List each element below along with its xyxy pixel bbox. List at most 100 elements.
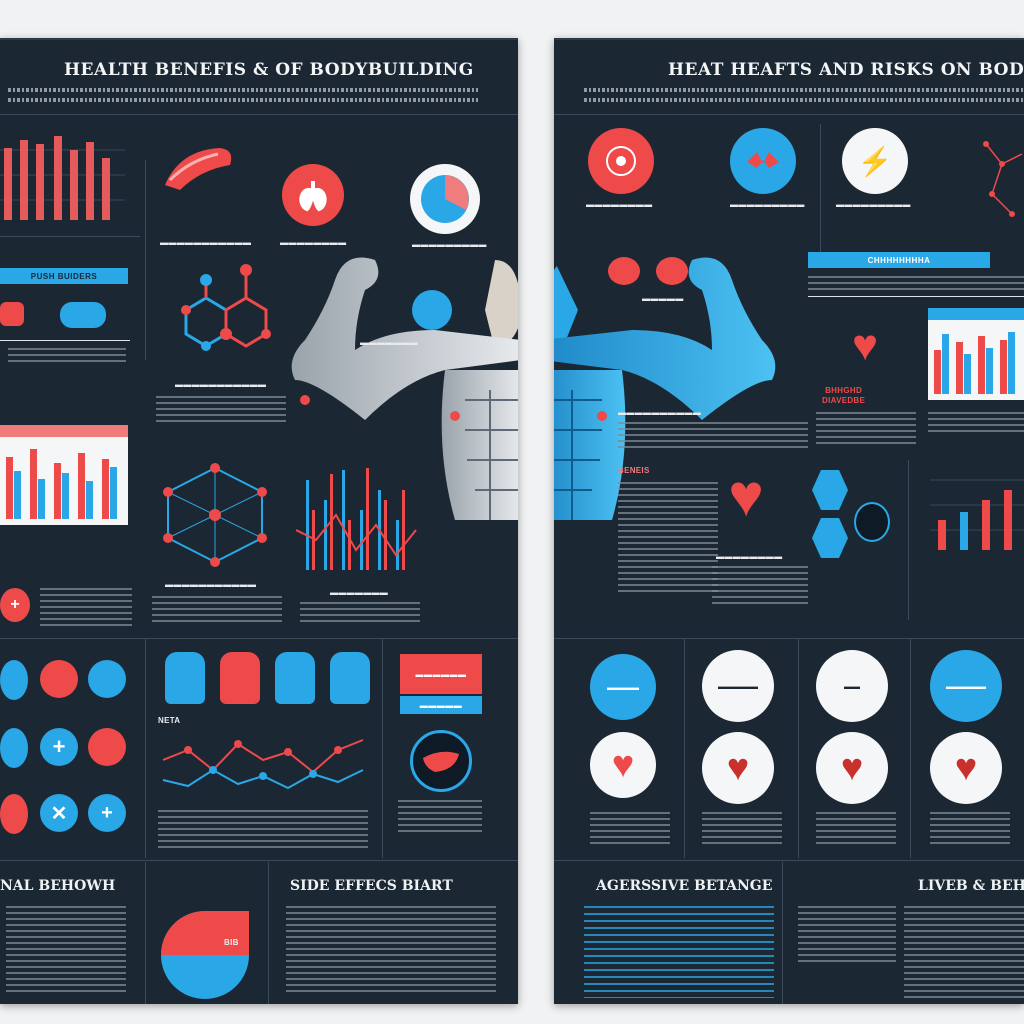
risk-desc-3 <box>816 812 896 848</box>
bottom-left-heading: NAL BEHOWH <box>0 878 116 894</box>
divider <box>0 860 518 861</box>
chart-description <box>300 602 420 622</box>
heart-pulse-label: ▬▬▬▬▬▬▬▬ <box>716 552 783 561</box>
side-effects-pie <box>161 911 249 999</box>
bottom-left-heading: AGERSSIVE BETANGE <box>596 878 773 894</box>
bodybuilder-figure-right <box>554 242 776 620</box>
nerve-label: ▬▬▬▬▬▬▬▬▬ <box>730 200 805 209</box>
right-panel-title: HEAT HEAFTS AND RISKS ON BODYBUIL <box>668 60 1024 80</box>
heart-pulse-description <box>712 566 808 606</box>
divider <box>0 638 518 639</box>
bolt-label: ▬▬▬▬▬▬▬▬▬ <box>836 200 911 209</box>
pie-value-label: BIB <box>224 938 239 947</box>
trend-description <box>158 810 368 850</box>
cross-icon: + <box>40 728 78 766</box>
kidney-icon <box>0 302 24 326</box>
hex-icon <box>812 518 848 558</box>
divider <box>910 638 911 858</box>
heart-icon: ♥ <box>851 321 879 370</box>
risk-desc-2 <box>702 812 782 848</box>
lungs-label: ▬▬▬▬▬▬▬▬ <box>280 238 347 247</box>
divider <box>782 862 783 1004</box>
divider <box>798 638 799 858</box>
divider <box>820 124 821 264</box>
divider <box>145 160 146 360</box>
aggressive-text <box>584 906 774 998</box>
heart-pulse-icon: ♥ <box>728 461 764 529</box>
subtitle-text <box>584 88 1024 92</box>
network-label: ▬▬▬▬▬▬▬▬▬▬▬ <box>165 580 257 589</box>
liver-icon <box>410 730 472 792</box>
heart-icon: ♥ <box>590 732 656 798</box>
risk-chart-description <box>928 412 1024 436</box>
bolt-icon: ⚡ <box>842 128 908 194</box>
divider <box>145 638 146 858</box>
benefits-panel: HEALTH BENEFIS & OF BODYBUILDING ▬▬▬▬▬▬▬… <box>0 38 518 1004</box>
chart-label: ▬▬▬▬▬▬▬ <box>330 588 389 597</box>
lungs-icon <box>282 164 344 226</box>
brain-label: ▬▬▬▬▬▬▬▬ <box>586 200 653 209</box>
mini-label: NETA <box>158 716 181 725</box>
trend-chart <box>162 739 364 790</box>
bottom-left-text <box>6 906 126 996</box>
divider <box>0 236 140 237</box>
divider <box>0 340 130 341</box>
divider <box>268 862 269 1004</box>
person-icon <box>165 652 205 704</box>
molecule-icon <box>181 264 271 351</box>
hex-icon <box>812 470 848 510</box>
info-strip: ▬▬▬▬▬ <box>400 696 482 714</box>
x-icon: ✕ <box>40 794 78 832</box>
tab-description <box>8 348 126 362</box>
side-effects-text <box>286 906 496 996</box>
brain-icon <box>588 128 654 194</box>
bone-icon <box>88 660 126 698</box>
network-description <box>152 596 282 626</box>
left-panel-title: HEALTH BENEFIS & OF BODYBUILDING <box>64 60 474 80</box>
divider <box>554 114 1024 115</box>
bottom-right-heading: LIVEB & BEHIHOUG <box>918 878 1024 894</box>
kidney-icon <box>608 257 688 285</box>
warning-strip: ▬▬▬▬▬▬ <box>400 654 482 694</box>
target-icon <box>854 502 890 542</box>
liver-description <box>398 800 482 836</box>
cross-icon: + <box>0 588 30 622</box>
risk-badge-1: ▬▬▬▬ <box>590 654 656 720</box>
figure-label: ▬▬▬▬▬▬▬ <box>360 338 419 347</box>
side-label: BENEIS <box>618 466 650 475</box>
nerve-network-icon <box>983 141 1023 217</box>
subtitle-text <box>8 88 478 92</box>
organ-icon <box>60 302 106 328</box>
middle-description <box>618 422 808 450</box>
pie-label: ▬▬▬▬▬▬▬▬▬ <box>412 240 487 249</box>
risk-desc-4 <box>930 812 1010 848</box>
person-icon <box>220 652 260 704</box>
organ-icon <box>88 728 126 766</box>
line-chart <box>296 468 417 570</box>
pie-icon <box>410 164 480 234</box>
tab-description <box>808 276 1024 290</box>
risk-desc-1 <box>590 812 670 848</box>
wrist-icon <box>0 728 28 768</box>
person-icon <box>275 652 315 704</box>
cross-description <box>40 588 132 628</box>
cross-icon: + <box>88 794 126 832</box>
subtitle-text-2 <box>584 98 1024 102</box>
risk-tab: CHHHHHHHHA <box>808 252 990 268</box>
heart-badge-icon <box>412 290 452 330</box>
molecule-label: ▬▬▬▬▬▬▬▬▬▬▬ <box>175 380 267 389</box>
risk-badge-3: ▬▬ <box>816 650 888 722</box>
middle-label: ▬▬▬▬▬▬▬▬▬▬ <box>618 408 701 417</box>
nerve-icon <box>730 128 796 194</box>
divider <box>145 862 146 1004</box>
muscle-icon <box>0 660 28 700</box>
risk-bar-chart <box>930 479 1024 550</box>
risk-chart-box <box>928 308 1024 400</box>
person-icon <box>330 652 370 704</box>
divider <box>382 638 383 858</box>
benefit-bar-chart <box>0 130 130 230</box>
bodybuilder-figure-left <box>291 245 518 620</box>
kidney-label: ▬▬▬▬▬ <box>642 294 684 303</box>
muscle-label: ▬▬▬▬▬▬▬▬▬▬▬ <box>160 238 252 247</box>
divider <box>684 638 685 858</box>
